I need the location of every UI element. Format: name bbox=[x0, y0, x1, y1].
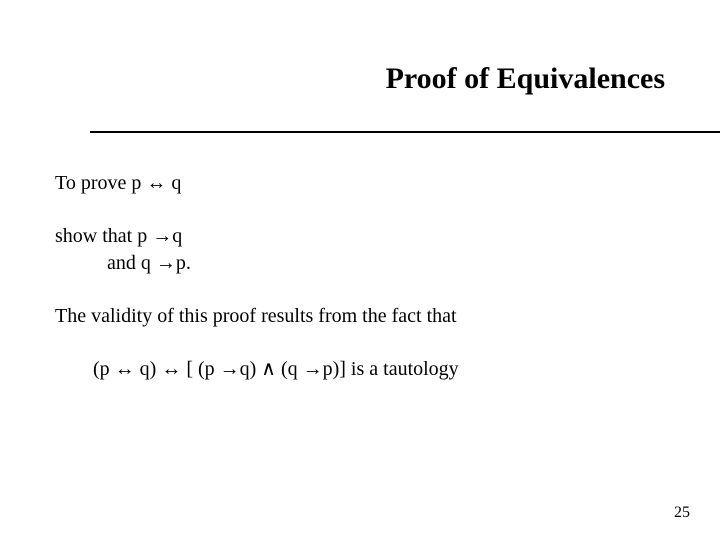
slide-body: To prove p ↔ q show that p →q and q →p. … bbox=[55, 170, 665, 383]
slide-title: Proof of Equivalences bbox=[386, 62, 665, 96]
page-number: 25 bbox=[674, 504, 690, 522]
slide: Proof of Equivalences To prove p ↔ q sho… bbox=[0, 0, 720, 540]
body-line-1: To prove p ↔ q bbox=[55, 170, 665, 197]
body-line-3: The validity of this proof results from … bbox=[55, 303, 665, 330]
body-block-2: show that p →q and q →p. bbox=[55, 223, 665, 277]
body-line-4: (p ↔ q) ↔ [ (p →q) ∧ (q →p)] is a tautol… bbox=[55, 356, 665, 383]
body-line-2a: show that p →q bbox=[55, 223, 665, 250]
title-underline bbox=[90, 131, 720, 133]
body-line-2b: and q →p. bbox=[55, 250, 665, 277]
